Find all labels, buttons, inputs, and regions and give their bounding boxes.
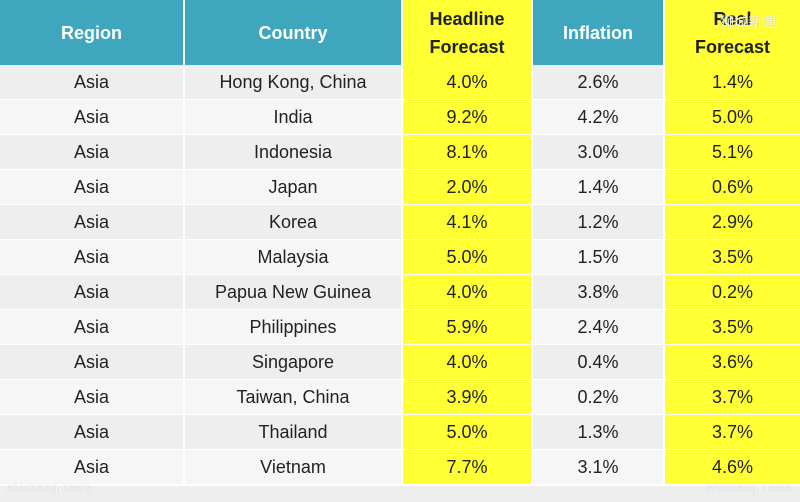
- table-row: Asia Korea 4.1% 1.2% 2.9%: [0, 205, 800, 240]
- cell-region: Asia: [0, 135, 185, 170]
- cell-headline-forecast: 8.1%: [403, 135, 533, 170]
- table-row: Asia Thailand 5.0% 1.3% 3.7%: [0, 415, 800, 450]
- cell-inflation: 1.5%: [533, 240, 665, 275]
- watermark-bottom-left: shicheng news: [6, 480, 92, 495]
- table-row: Asia Malaysia 5.0% 1.5% 3.5%: [0, 240, 800, 275]
- cell-real-forecast: 1.4%: [665, 65, 800, 100]
- cell-inflation: 2.6%: [533, 65, 665, 100]
- cell-inflation: 3.0%: [533, 135, 665, 170]
- cell-region: Asia: [0, 275, 185, 310]
- cell-inflation: 4.2%: [533, 100, 665, 135]
- table-row: Asia Papua New Guinea 4.0% 3.8% 0.2%: [0, 275, 800, 310]
- table-body: Asia Hong Kong, China 4.0% 2.6% 1.4% Asia Indi…: [0, 65, 800, 485]
- cell-region: Asia: [0, 450, 185, 485]
- cell-region: Asia: [0, 205, 185, 240]
- cell-region: Asia: [0, 415, 185, 450]
- cell-real-forecast: 4.6%: [665, 450, 800, 485]
- table-row: Asia India 9.2% 4.2% 5.0%: [0, 100, 800, 135]
- cell-country: Malaysia: [185, 240, 403, 275]
- cell-real-forecast: 2.9%: [665, 205, 800, 240]
- cell-country: Indonesia: [185, 135, 403, 170]
- cell-inflation: 1.4%: [533, 170, 665, 205]
- cell-region: Asia: [0, 100, 185, 135]
- cell-real-forecast: 3.5%: [665, 310, 800, 345]
- cell-country: Papua New Guinea: [185, 275, 403, 310]
- cell-country: Vietnam: [185, 450, 403, 485]
- cell-region: Asia: [0, 380, 185, 415]
- cell-real-forecast: 3.6%: [665, 345, 800, 380]
- header-headline-line2: Forecast: [429, 36, 505, 57]
- table-row: Asia Indonesia 8.1% 3.0% 5.1%: [0, 135, 800, 170]
- cell-country: India: [185, 100, 403, 135]
- cell-country: Thailand: [185, 415, 403, 450]
- cell-country: Hong Kong, China: [185, 65, 403, 100]
- cell-country: Singapore: [185, 345, 403, 380]
- cell-headline-forecast: 4.0%: [403, 275, 533, 310]
- cell-headline-forecast: 4.0%: [403, 65, 533, 100]
- table-row: Asia Hong Kong, China 4.0% 2.6% 1.4%: [0, 65, 800, 100]
- watermark-top-right: 狮城新闻: [720, 14, 776, 30]
- table-row: Asia Taiwan, China 3.9% 0.2% 3.7%: [0, 380, 800, 415]
- cell-country: Philippines: [185, 310, 403, 345]
- header-region: Region: [0, 0, 185, 65]
- cell-headline-forecast: 5.0%: [403, 240, 533, 275]
- table-row: Asia Singapore 4.0% 0.4% 3.6%: [0, 345, 800, 380]
- cell-real-forecast: 3.5%: [665, 240, 800, 275]
- cell-headline-forecast: 7.7%: [403, 450, 533, 485]
- cell-inflation: 1.3%: [533, 415, 665, 450]
- table-row: Asia Philippines 5.9% 2.4% 3.5%: [0, 310, 800, 345]
- cell-headline-forecast: 3.9%: [403, 380, 533, 415]
- header-country: Country: [185, 0, 403, 65]
- cell-real-forecast: 5.1%: [665, 135, 800, 170]
- header-headline-line1: Headline: [429, 8, 505, 29]
- cell-real-forecast: 3.7%: [665, 415, 800, 450]
- table-header: Region Country Headline Forecast Inflatio…: [0, 0, 800, 65]
- forecast-table: Region Country Headline Forecast Inflatio…: [0, 0, 800, 485]
- cell-region: Asia: [0, 345, 185, 380]
- cell-inflation: 2.4%: [533, 310, 665, 345]
- cell-real-forecast: 3.7%: [665, 380, 800, 415]
- cell-region: Asia: [0, 240, 185, 275]
- header-real-forecast: Real Forecast: [665, 0, 800, 65]
- cell-region: Asia: [0, 170, 185, 205]
- cell-country: Taiwan, China: [185, 380, 403, 415]
- header-real-line1: Real: [713, 8, 752, 29]
- cell-inflation: 1.2%: [533, 205, 665, 240]
- header-real-line2: Forecast: [694, 36, 771, 57]
- cell-inflation: 3.1%: [533, 450, 665, 485]
- cell-country: Japan: [185, 170, 403, 205]
- cell-region: Asia: [0, 310, 185, 345]
- cell-headline-forecast: 9.2%: [403, 100, 533, 135]
- cell-headline-forecast: 4.1%: [403, 205, 533, 240]
- cell-region: Asia: [0, 65, 185, 100]
- header-headline-forecast: Headline Forecast: [403, 0, 533, 65]
- cell-headline-forecast: 5.0%: [403, 415, 533, 450]
- table-row: Asia Japan 2.0% 1.4% 0.6%: [0, 170, 800, 205]
- cell-country: Korea: [185, 205, 403, 240]
- header-inflation: Inflation: [533, 0, 665, 65]
- bottom-band: [0, 486, 800, 502]
- cell-real-forecast: 0.6%: [665, 170, 800, 205]
- cell-headline-forecast: 4.0%: [403, 345, 533, 380]
- table-row: Asia Vietnam 7.7% 3.1% 4.6%: [0, 450, 800, 485]
- cell-inflation: 3.8%: [533, 275, 665, 310]
- cell-real-forecast: 0.2%: [665, 275, 800, 310]
- watermark-bottom-right: shicheng news: [706, 480, 792, 495]
- cell-inflation: 0.4%: [533, 345, 665, 380]
- cell-real-forecast: 5.0%: [665, 100, 800, 135]
- cell-headline-forecast: 2.0%: [403, 170, 533, 205]
- cell-inflation: 0.2%: [533, 380, 665, 415]
- cell-headline-forecast: 5.9%: [403, 310, 533, 345]
